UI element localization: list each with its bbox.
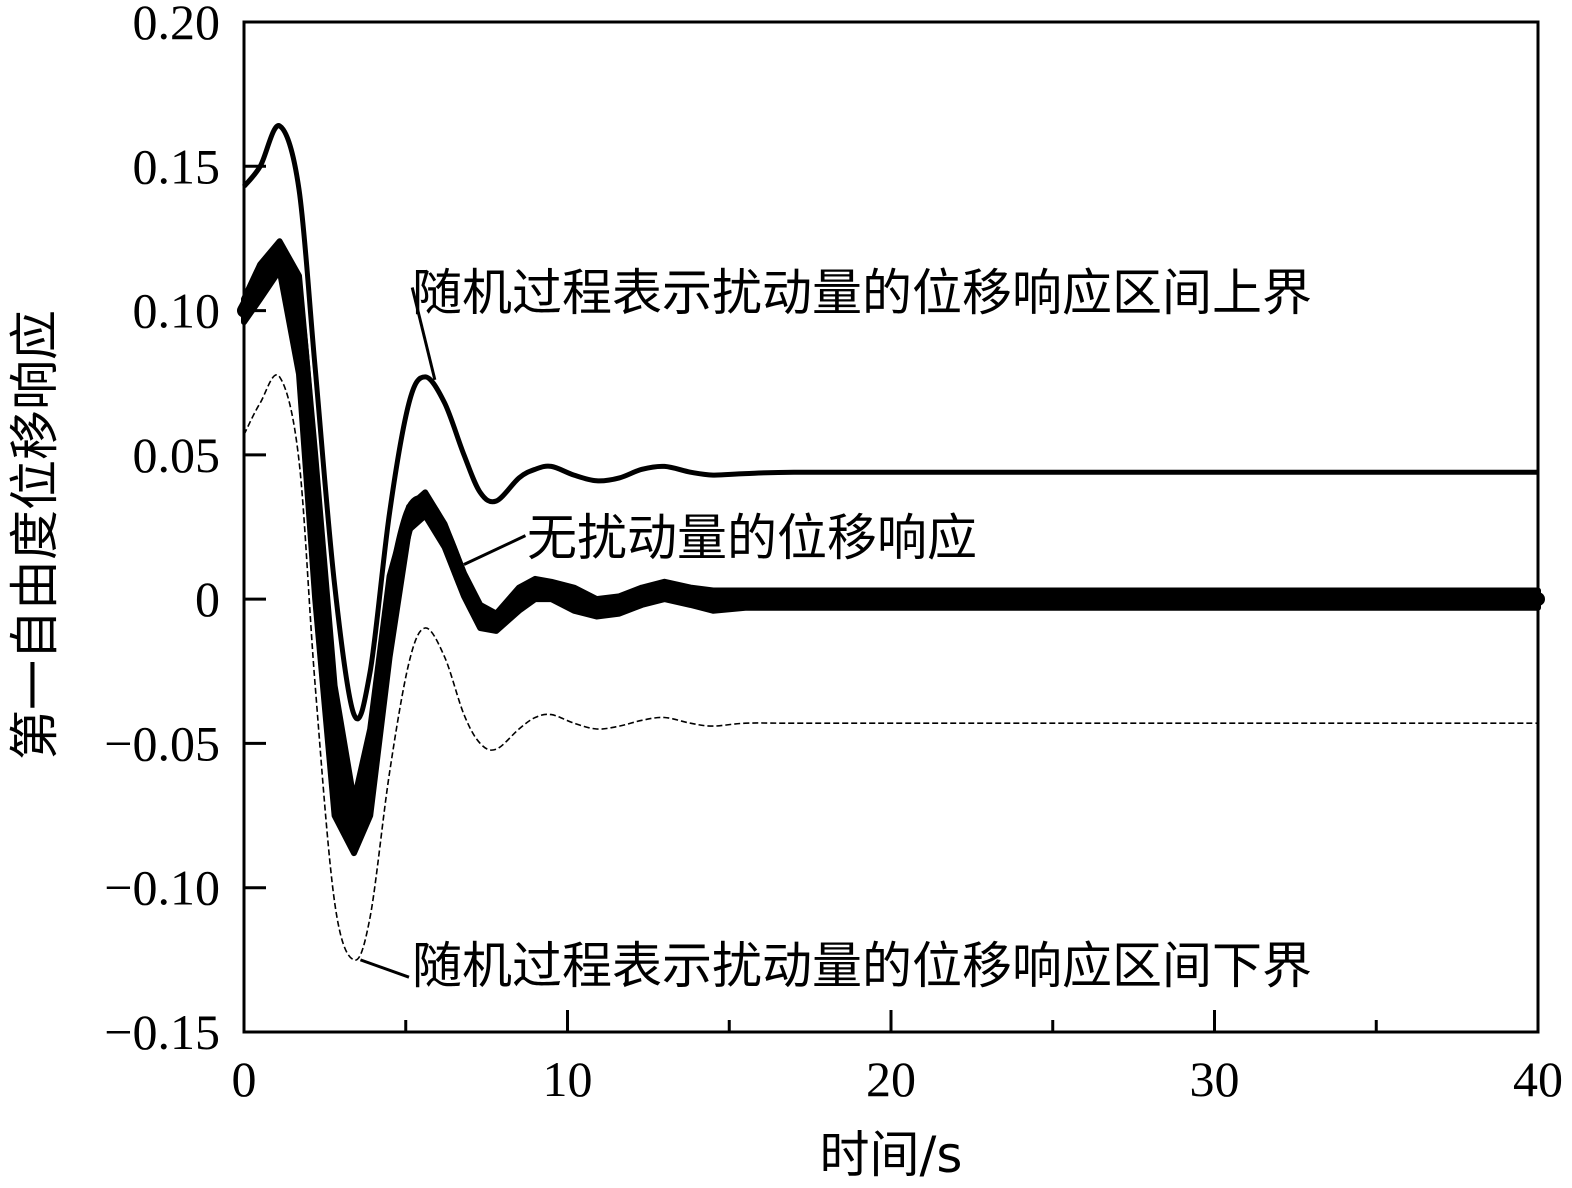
y-tick-label: 0 [195,571,220,627]
x-tick-label: 10 [543,1051,593,1107]
y-tick-label: −0.10 [104,860,220,916]
x-tick-label: 30 [1190,1051,1240,1107]
annotation-upper-bound: 随机过程表示扰动量的位移响应区间上界 [412,264,1312,322]
series-line-no-disturbance [237,247,1545,843]
y-tick-label: −0.15 [104,1004,220,1060]
series-line-lower-bound [243,374,1538,961]
annotation-lower-bound-leader [359,958,410,979]
y-axis-title: 第一自由度位移响应 [6,310,64,760]
annotation-lower-bound: 随机过程表示扰动量的位移响应区间下界 [412,937,1312,995]
x-tick-label: 0 [232,1051,257,1107]
y-tick-label: 0.10 [133,283,221,339]
y-tick-label: 0.20 [133,0,221,50]
annotation-no-disturbance: 无扰动量的位移响应 [527,509,977,567]
x-tick-label: 20 [866,1051,916,1107]
series-layer [237,123,1545,961]
y-tick-label: −0.05 [104,715,220,771]
annotation-layer: 随机过程表示扰动量的位移响应区间上界无扰动量的位移响应随机过程表示扰动量的位移响… [359,264,1312,995]
y-tick-label: 0.15 [133,138,221,194]
x-axis-title: 时间/s [820,1126,963,1184]
annotation-no-disturbance-leader [463,534,527,566]
y-tick-label: 0.05 [133,427,221,483]
x-tick-label: 40 [1513,1051,1563,1107]
annotation-upper-bound-leader [410,287,437,381]
series-line-upper-bound [242,123,1538,722]
ticks-layer: 0 10 20 30 40 0.20 0.15 0.10 0.05 0 −0.05 −0.10 −0.1… [104,0,1563,1107]
